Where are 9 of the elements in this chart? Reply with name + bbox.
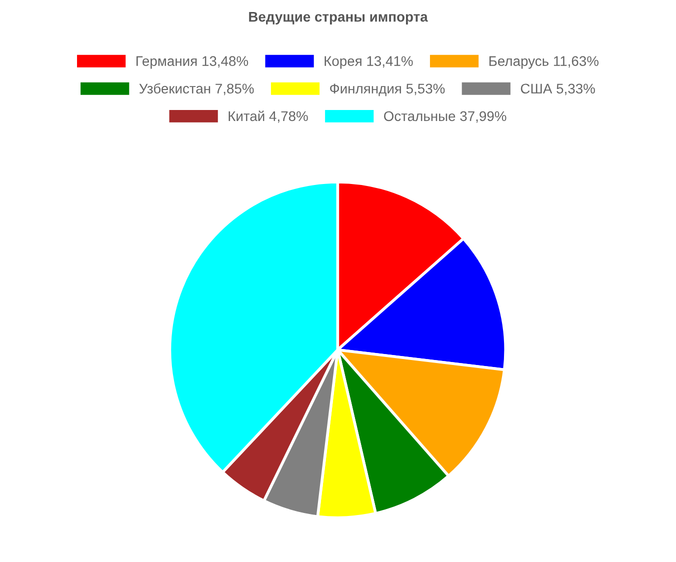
legend-label: Беларусь 11,63% [489, 56, 598, 69]
legend-label: Остальные 37,99% [384, 111, 506, 123]
legend-label: Корея 13,41% [324, 56, 413, 69]
chart-title: Ведущие страны импорта [249, 12, 428, 24]
legend-label: Германия 13,48% [136, 56, 248, 69]
legend-label: Узбекистан 7,85% [139, 83, 254, 96]
legend-label: Китай 4,78% [228, 110, 308, 123]
legend-label: США 5,33% [520, 84, 595, 96]
legend-label: Финляндия 5,53% [330, 84, 445, 96]
